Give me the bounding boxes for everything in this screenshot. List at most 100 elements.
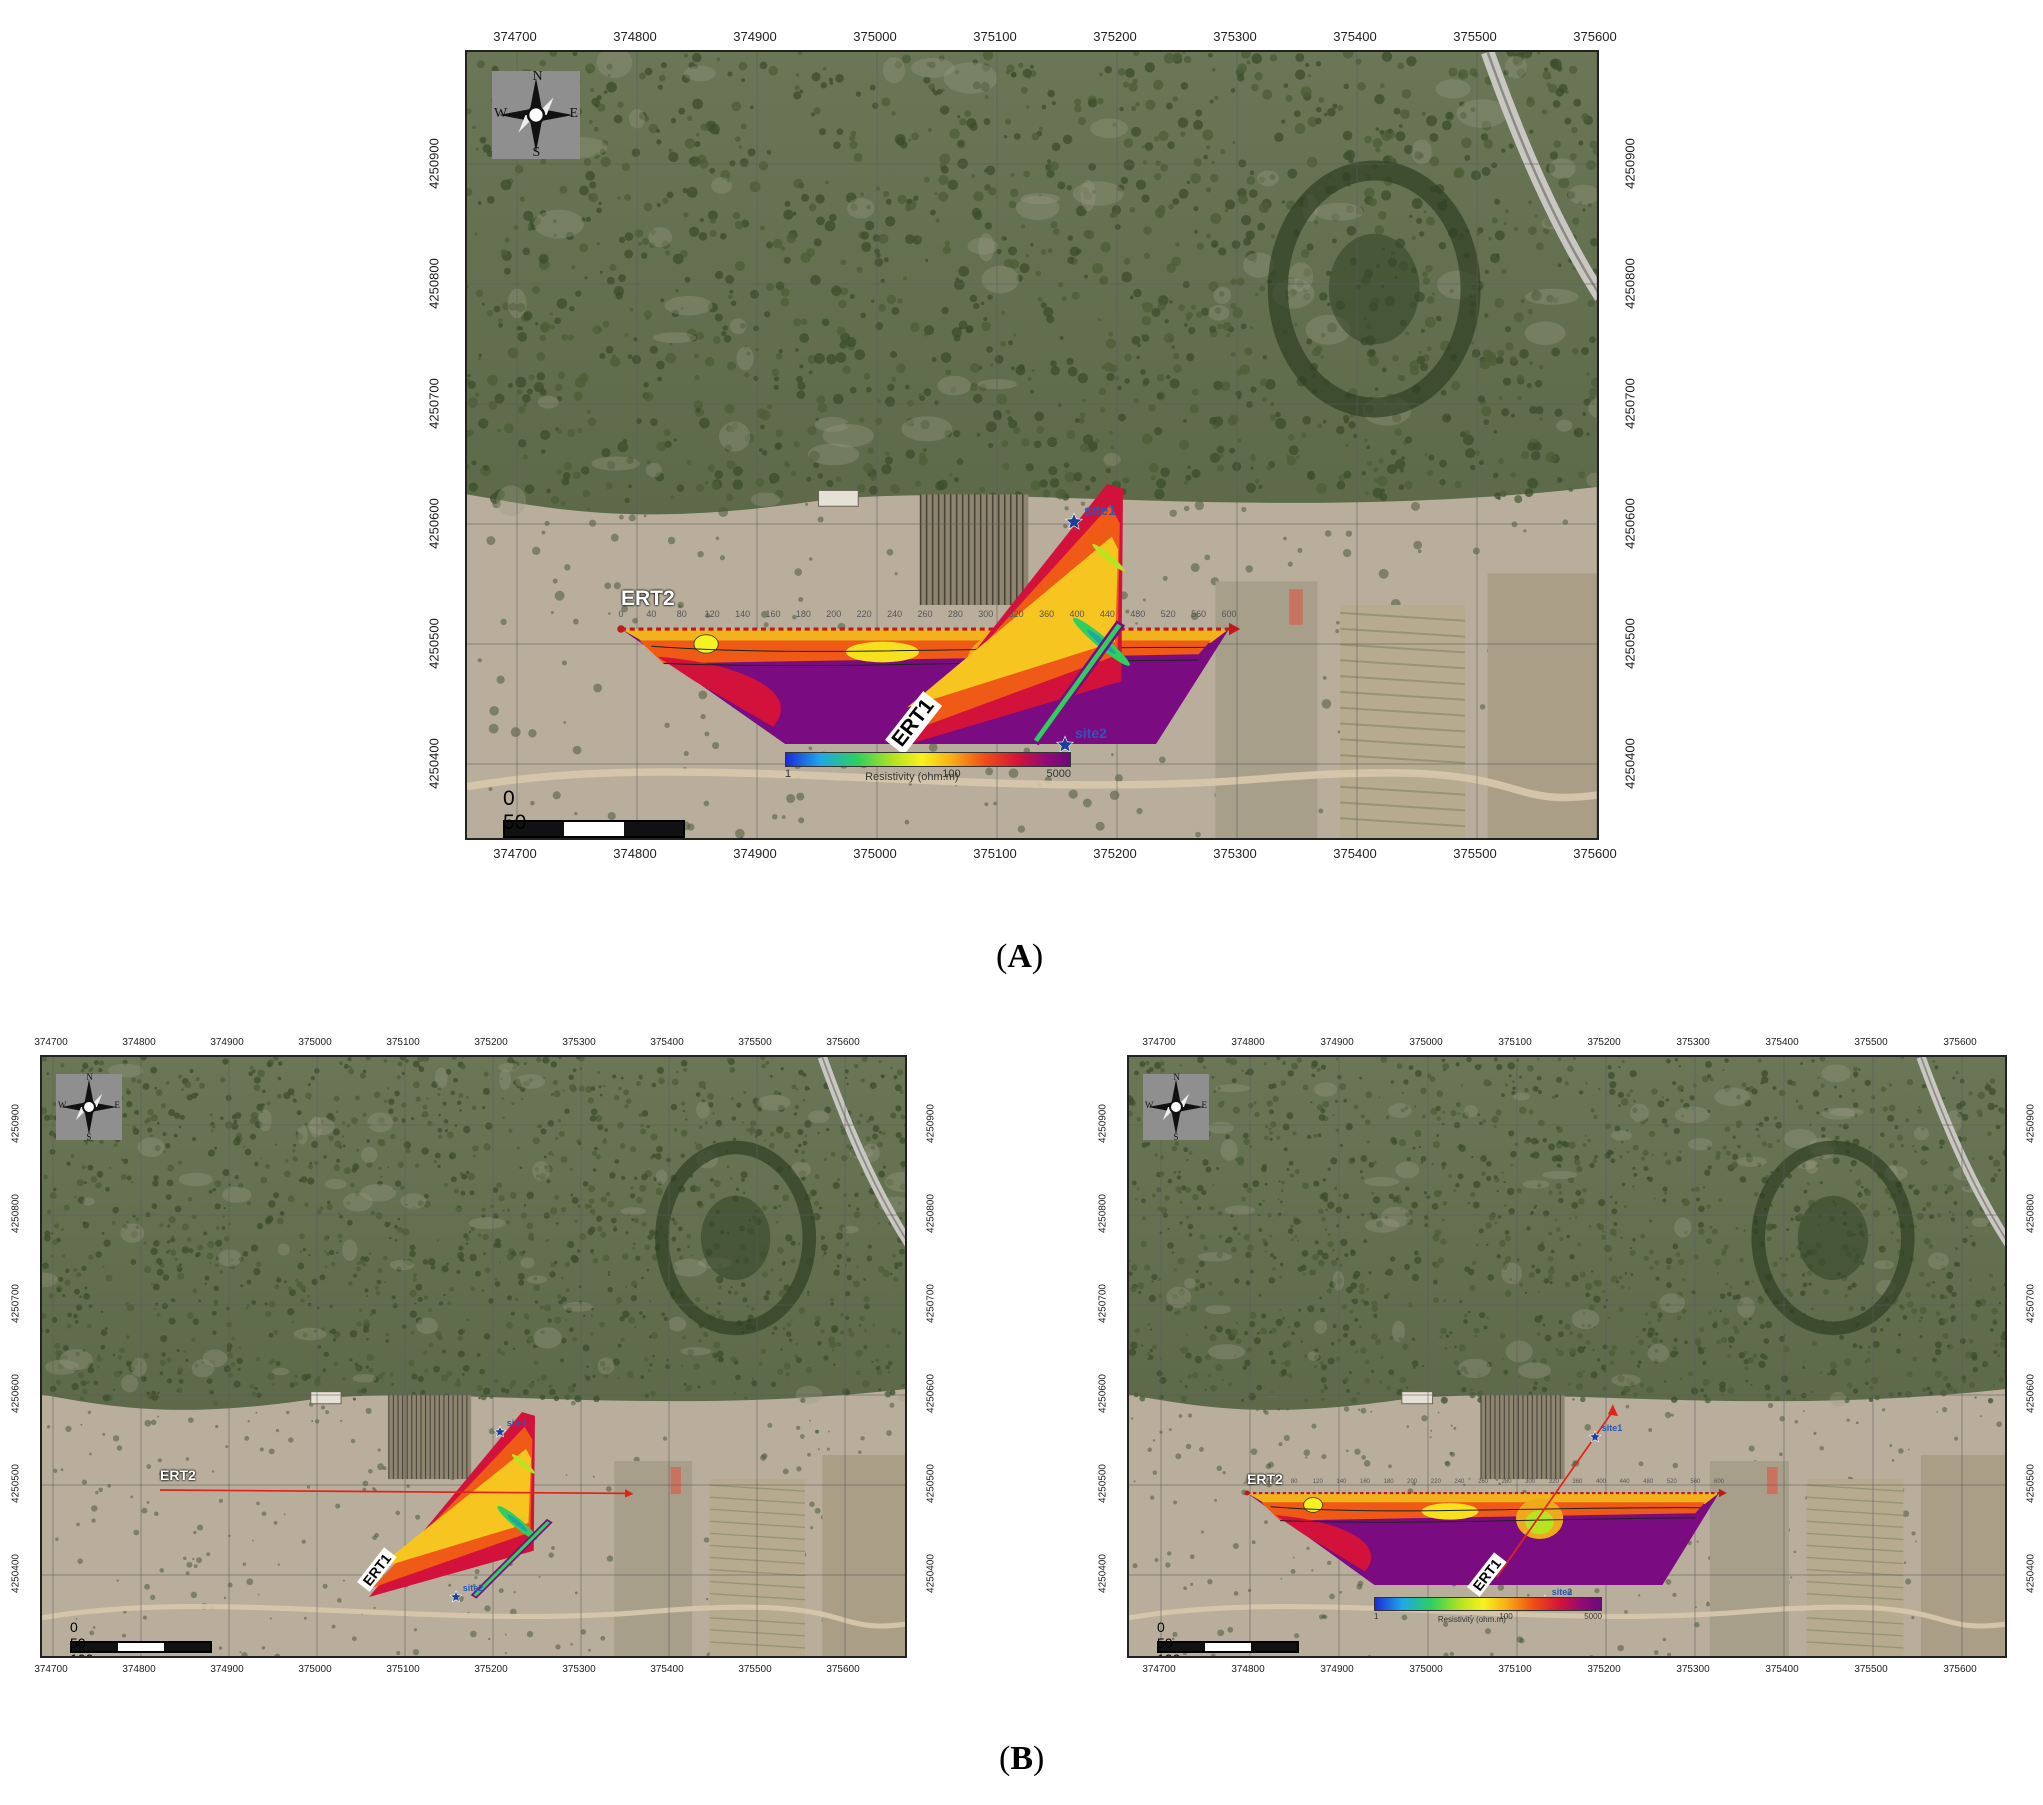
ert2-distance-tick: 300 — [978, 609, 994, 619]
coordinate-grid — [42, 1057, 905, 1656]
x-axis-tick-top: 375300 — [1676, 1037, 1710, 1048]
scale-bar-segments — [1157, 1641, 1299, 1653]
aerial-basemap — [42, 1057, 905, 1656]
scale-bar-labels: 050100150 Meters — [503, 787, 685, 838]
vegetation-texture — [1129, 1057, 2005, 1656]
x-axis-tick-top: 374800 — [1231, 1037, 1265, 1048]
x-axis-tick-bottom: 374700 — [1142, 1664, 1176, 1675]
coordinate-grid — [1129, 1057, 2005, 1656]
scale-bar-label: 100 — [1157, 1651, 1299, 1656]
aerial-basemap — [1129, 1057, 2005, 1656]
panel-label-a: (A) — [996, 938, 1044, 975]
site2-label: site2 — [462, 1583, 484, 1594]
x-axis-tick-bottom: 375300 — [562, 1664, 596, 1675]
x-axis-tick-top: 374700 — [34, 1037, 68, 1048]
x-axis-tick-top: 374900 — [733, 29, 777, 44]
x-axis-tick-top: 375400 — [1765, 1037, 1799, 1048]
ert2-distance-tick: 280 — [1501, 1479, 1512, 1486]
scale-bar-segment — [623, 822, 683, 836]
x-axis-tick-bottom: 375000 — [1409, 1664, 1443, 1675]
x-axis-tick-bottom: 375300 — [1676, 1664, 1710, 1675]
scale-bar-labels: 050100150 Meters — [1157, 1619, 1299, 1656]
scale-bar-segment — [72, 1643, 118, 1651]
x-axis-tick-bottom: 375000 — [853, 846, 897, 861]
site1-label: site1 — [506, 1418, 528, 1429]
x-axis-tick-bottom: 374900 — [210, 1664, 244, 1675]
scale-bar-segment — [1159, 1643, 1205, 1651]
ert2-distance-tick: 240 — [887, 609, 903, 619]
x-axis-tick-bottom: 375600 — [826, 1664, 860, 1675]
x-axis-tick-top: 375600 — [1943, 1037, 1977, 1048]
map-frame: N S E W ERT2 ERT1 site1 site2 0 40 80 120 140 160 180 2… — [1127, 1055, 2007, 1658]
y-axis-tick-right: 4250700 — [925, 1284, 937, 1323]
y-axis-tick-right: 4250500 — [2025, 1464, 2037, 1503]
scale-bar-label: 0 — [70, 1619, 78, 1635]
ert2-distance-tick: 520 — [1666, 1479, 1677, 1486]
scale-bar: 050100150 Meters — [503, 787, 685, 838]
ert2-distance-tick: 200 — [826, 609, 842, 619]
scale-bar-segment — [164, 1643, 210, 1651]
legend-caption: Resistivity (ohm.m) — [865, 771, 959, 783]
y-axis-tick-right: 4250400 — [925, 1554, 937, 1593]
legend-min: 1 — [1374, 1612, 1379, 1621]
map-frame: NSEWERT2ERT1site1site2050100150 Meters — [40, 1055, 907, 1658]
ert2-distance-tick: 320 — [1008, 609, 1024, 619]
ert2-distance-tick: 140 — [1336, 1479, 1347, 1486]
scale-bar: 050100150 Meters — [1157, 1619, 1299, 1656]
scale-bar-label: 0 — [1157, 1619, 1165, 1635]
x-axis-tick-top: 375100 — [386, 1037, 420, 1048]
y-axis-tick-left: 4250600 — [10, 1374, 22, 1413]
x-axis-tick-top: 375500 — [1453, 29, 1497, 44]
x-axis-tick-bottom: 375000 — [298, 1664, 332, 1675]
scale-bar-label: 50 — [1157, 1635, 1173, 1651]
ert2-distance-tick: 40 — [1267, 1479, 1274, 1486]
site2-label: site2 — [1075, 725, 1107, 741]
compass-label-e: E — [114, 1100, 121, 1111]
compass-label-s: S — [532, 145, 541, 160]
scale-bar-labels: 050100150 Meters — [70, 1619, 212, 1656]
x-axis-tick-bottom: 375100 — [973, 846, 1017, 861]
ert2-distance-tick: 80 — [676, 609, 687, 619]
x-axis-tick-top: 375300 — [1213, 29, 1257, 44]
ert-overlay — [617, 484, 1241, 747]
resistivity-color-legend: Resistivity (ohm.m) 1 100 5000 — [1374, 1597, 1602, 1624]
ert2-distance-tick: 120 — [704, 609, 720, 619]
y-axis-tick-left: 4250400 — [10, 1554, 22, 1593]
y-axis-tick-right: 4250700 — [2025, 1284, 2037, 1323]
ert2-resistivity-section — [1244, 1488, 1727, 1585]
ert2-distance-tick: 120 — [1312, 1479, 1323, 1486]
x-axis-tick-top: 374700 — [493, 29, 537, 44]
ert2-label: ERT2 — [621, 587, 675, 610]
x-axis-tick-top: 375400 — [650, 1037, 684, 1048]
ert2-distance-tick: 320 — [1548, 1479, 1559, 1486]
scale-bar-segment — [505, 822, 565, 836]
y-axis-tick-right: 4250500 — [1622, 617, 1638, 669]
site1-label: site1 — [1601, 1423, 1623, 1434]
x-axis-tick-top: 375200 — [1093, 29, 1137, 44]
y-axis-tick-right: 4250900 — [1622, 137, 1638, 189]
site2-marker-icon — [449, 1590, 463, 1603]
y-axis-tick-right: 4250400 — [1622, 737, 1638, 789]
scale-bar-segments — [70, 1641, 212, 1653]
scale-bar-segment — [1251, 1643, 1297, 1651]
y-axis-tick-left: 4250800 — [426, 257, 442, 309]
y-axis-tick-right: 4250800 — [925, 1194, 937, 1233]
y-axis-tick-left: 4250400 — [1097, 1554, 1109, 1593]
site1-marker-icon — [493, 1425, 507, 1438]
ert2-distance-tick: 400 — [1595, 1479, 1607, 1486]
y-axis-tick-left: 4250700 — [426, 377, 442, 429]
ert2-distance-tick: 260 — [1477, 1479, 1489, 1486]
ert2-label: ERT2 — [1247, 1471, 1283, 1487]
x-axis-tick-bottom: 375400 — [650, 1664, 684, 1675]
scale-bar-segment — [118, 1643, 164, 1651]
scale-bar-label: 50 — [70, 1635, 86, 1651]
scale-bar-segments — [503, 820, 685, 838]
y-axis-tick-left: 4250800 — [10, 1194, 22, 1233]
legend-color-ramp — [785, 752, 1071, 767]
legend-min: 1 — [785, 768, 792, 780]
compass-rose-icon: N S E W — [492, 69, 580, 160]
ert2-distance-tick: 160 — [1359, 1479, 1371, 1486]
x-axis-tick-top: 375200 — [1587, 1037, 1621, 1048]
x-axis-tick-bottom: 375200 — [1093, 846, 1137, 861]
ert2-distance-tick: 80 — [1290, 1479, 1298, 1486]
